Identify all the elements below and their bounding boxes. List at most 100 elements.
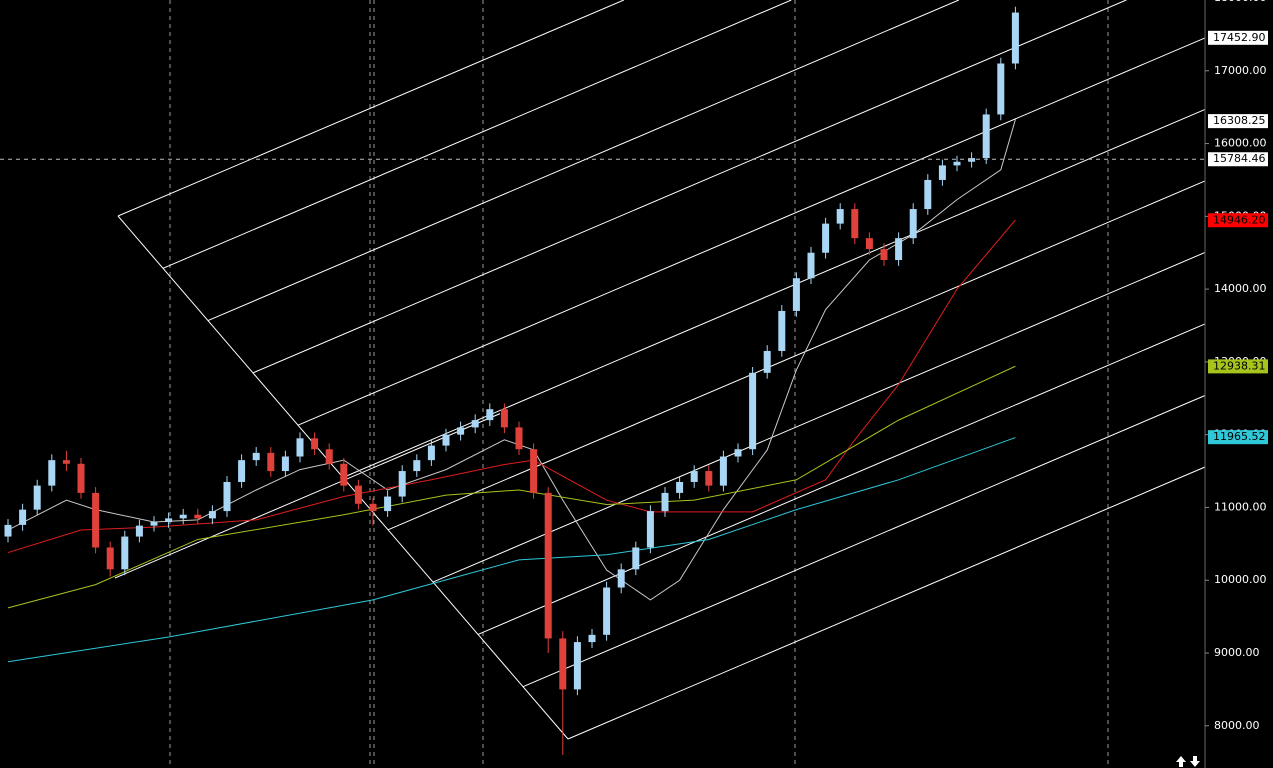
candle-body (895, 238, 903, 261)
candle-body (690, 471, 698, 482)
price-label: 11965.52 (1213, 430, 1266, 443)
price-label: 15784.46 (1213, 152, 1266, 165)
candle-body (62, 460, 70, 464)
y-tick-label: 9000.00 (1214, 646, 1260, 659)
candle-body (661, 492, 669, 512)
candle-body (19, 509, 27, 525)
price-label: 17452.90 (1213, 31, 1266, 44)
y-tick-label: 18000.00 (1214, 0, 1267, 4)
candle-body (398, 471, 406, 497)
candle-body (252, 452, 260, 461)
candle-body (340, 463, 348, 486)
candle-body (559, 638, 567, 690)
candle-body (617, 569, 625, 588)
fan-line (162, 0, 792, 269)
candle-body (997, 63, 1005, 115)
candle-body (544, 492, 552, 639)
candle-body (851, 209, 859, 239)
fan-line (252, 0, 1127, 374)
candle-body (384, 496, 392, 512)
candle-body (719, 456, 727, 486)
candle-body (676, 481, 684, 493)
candle-body (150, 522, 158, 526)
candle-body (48, 460, 56, 486)
price-label: 12938.31 (1213, 359, 1266, 372)
candle-body (865, 238, 873, 250)
candle-body (646, 511, 654, 548)
candle-body (603, 587, 611, 635)
candle-body (354, 485, 362, 504)
candle-body (77, 463, 85, 493)
candle-body (515, 427, 523, 450)
arrow-up[interactable] (1176, 756, 1186, 767)
candle-body (982, 114, 990, 159)
candle-body (486, 409, 494, 421)
candle-body (369, 503, 377, 512)
price-label-box (1208, 359, 1268, 374)
ma-line (7, 119, 1016, 601)
candle-body (92, 492, 100, 548)
candle-body (208, 511, 216, 519)
candle-body (632, 547, 640, 570)
candle-body (836, 209, 844, 224)
fan-line (297, 37, 1206, 426)
ma-line (7, 219, 1016, 554)
candle-body (500, 409, 508, 428)
y-tick-label: 17000.00 (1214, 64, 1267, 77)
candle-body (121, 536, 129, 570)
candle-body (413, 460, 421, 472)
price-label-box (1208, 152, 1268, 167)
candle-body (763, 350, 771, 373)
scroll-arrows[interactable] (1176, 756, 1200, 767)
y-tick-label: 14000.00 (1214, 282, 1267, 295)
candle-body (924, 179, 932, 210)
candle-body (194, 514, 202, 519)
candle-body (778, 310, 786, 351)
fan-line (522, 395, 1206, 688)
candle-body (311, 438, 319, 450)
candle-body (953, 161, 961, 166)
y-tick-label: 16000.00 (1214, 137, 1267, 150)
fan-line (114, 413, 501, 579)
arrow-down[interactable] (1190, 756, 1200, 767)
candle-body (223, 481, 231, 512)
candle-body (135, 525, 143, 537)
candle-body (1011, 12, 1019, 64)
candle-body (822, 223, 830, 253)
candle-body (457, 427, 465, 435)
candle-body (588, 634, 596, 643)
candle-body (4, 524, 12, 537)
price-label-box (1208, 430, 1268, 445)
candle-body (281, 456, 289, 472)
fan-line (432, 251, 1206, 583)
candle-body (734, 449, 742, 457)
candle-body (938, 165, 946, 180)
candle-body (749, 372, 757, 450)
candle-body (471, 420, 479, 428)
price-label: 14946.20 (1213, 213, 1266, 226)
ma-line (7, 437, 1016, 663)
fan-line (117, 0, 625, 217)
y-tick-label: 11000.00 (1214, 500, 1267, 513)
candle-body (296, 438, 304, 457)
price-label-box (1208, 213, 1268, 228)
price-label-box (1208, 30, 1268, 45)
candle-body (165, 518, 173, 523)
ma-line (7, 365, 1016, 609)
candle-body (427, 445, 435, 461)
fan-line (387, 180, 1206, 531)
candle-body (909, 209, 917, 239)
candle-body (792, 278, 800, 311)
y-tick-label: 10000.00 (1214, 573, 1267, 586)
price-label: 16308.25 (1213, 114, 1266, 127)
candle-body (530, 449, 538, 493)
candle-body (807, 252, 815, 279)
candle-body (238, 460, 246, 482)
candle-body (705, 471, 713, 486)
candle-body (325, 449, 333, 464)
price-label-box (1208, 114, 1268, 129)
candle-body (573, 642, 581, 690)
candle-body (267, 452, 275, 472)
